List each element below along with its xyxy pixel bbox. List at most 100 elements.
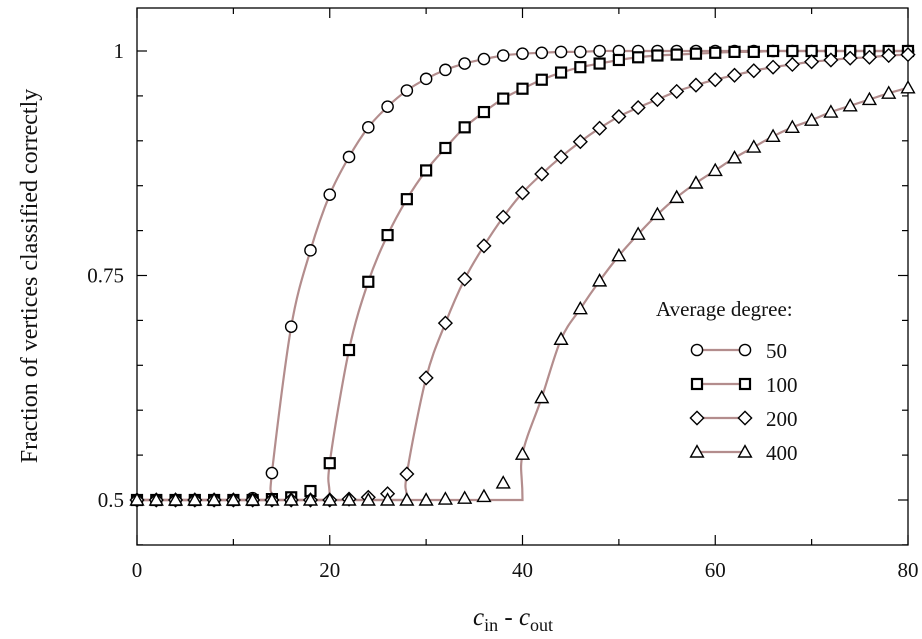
data-point-series-200 xyxy=(726,67,743,83)
data-point-series-200 xyxy=(534,166,550,182)
data-point-series-200 xyxy=(823,52,839,68)
data-point-series-200 xyxy=(688,77,704,93)
data-point-series-100 xyxy=(612,53,625,67)
data-point-series-50 xyxy=(400,84,414,97)
data-point-series-100 xyxy=(747,45,760,58)
data-point-series-100 xyxy=(477,105,491,119)
data-point-series-100 xyxy=(593,57,606,70)
curve-series-400 xyxy=(137,86,909,502)
data-point-series-400 xyxy=(148,492,164,506)
y-tick-label: 1 xyxy=(114,39,125,63)
data-point-series-200 xyxy=(649,91,666,108)
data-point-series-50 xyxy=(361,121,375,134)
tick-labels: 0 20 40 60 80 0.5 0.75 1 xyxy=(87,39,918,582)
data-point-series-400 xyxy=(572,300,588,315)
data-point-series-50 xyxy=(535,46,549,60)
data-point-series-400 xyxy=(746,139,762,153)
data-point-series-50 xyxy=(574,45,587,59)
data-point-series-400 xyxy=(784,119,800,134)
x-tick-label: 20 xyxy=(319,558,340,582)
data-point-series-200 xyxy=(784,56,800,73)
data-point-series-200 xyxy=(861,49,878,65)
legend-label-200: 200 xyxy=(766,407,798,431)
data-point-series-200 xyxy=(476,238,492,254)
data-point-series-100 xyxy=(632,51,645,64)
data-point-series-200 xyxy=(707,72,723,88)
data-point-series-100 xyxy=(439,141,452,155)
data-point-series-100 xyxy=(554,66,568,79)
data-point-series-400 xyxy=(264,492,280,506)
data-point-series-50 xyxy=(342,150,356,164)
legend-marker-200-right xyxy=(737,410,753,426)
data-point-series-400 xyxy=(649,206,666,221)
data-point-series-200 xyxy=(572,134,588,150)
data-point-series-200 xyxy=(842,50,858,66)
data-point-series-200 xyxy=(611,108,627,125)
data-point-series-50 xyxy=(516,47,529,60)
legend-marker-400-right xyxy=(737,444,753,458)
legend: Average degree: 50 100 200 400 xyxy=(656,297,798,465)
curve-series-200 xyxy=(137,53,909,502)
x-axis-title: cin - cout xyxy=(473,604,553,635)
x-axis-title-sub-in: in xyxy=(484,615,498,635)
data-point-series-50 xyxy=(439,63,452,77)
data-point-series-100 xyxy=(689,47,703,60)
data-point-series-100 xyxy=(574,61,587,74)
legend-marker-50-left xyxy=(690,343,704,357)
curve-series-100 xyxy=(137,49,908,502)
data-point-series-400 xyxy=(495,475,511,489)
data-point-series-100 xyxy=(516,82,529,95)
legend-items: 50 100 200 400 xyxy=(689,339,798,465)
data-point-series-50 xyxy=(284,320,298,333)
data-point-series-400 xyxy=(534,389,550,404)
data-point-series-50 xyxy=(477,52,491,66)
data-point-series-400 xyxy=(129,492,145,506)
data-point-series-400 xyxy=(245,492,261,506)
data-point-series-200 xyxy=(514,185,531,201)
data-point-series-400 xyxy=(900,79,916,94)
x-axis-title-main: c xyxy=(473,604,484,631)
data-point-series-200 xyxy=(630,99,646,116)
x-axis-title-sub-out: out xyxy=(530,615,553,635)
axis-ticks xyxy=(136,8,909,546)
data-point-series-200 xyxy=(881,47,897,64)
data-point-series-100 xyxy=(323,457,336,470)
data-point-series-200 xyxy=(592,120,608,136)
data-point-series-400 xyxy=(399,492,415,506)
data-point-series-400 xyxy=(553,331,569,345)
data-point-series-400 xyxy=(360,492,376,506)
data-point-series-200 xyxy=(399,466,415,482)
data-point-series-200 xyxy=(669,83,685,99)
data-point-series-400 xyxy=(283,492,299,506)
data-point-series-400 xyxy=(514,446,531,460)
data-point-series-400 xyxy=(842,97,858,112)
data-point-series-400 xyxy=(726,150,743,164)
data-point-series-200 xyxy=(746,63,762,79)
x-tick-label: 60 xyxy=(705,558,726,582)
legend-marker-100-right xyxy=(738,377,752,391)
data-point-series-400 xyxy=(707,162,723,177)
data-point-series-400 xyxy=(476,488,492,503)
y-tick-label: 0.75 xyxy=(87,264,124,288)
data-point-series-100 xyxy=(728,45,741,58)
data-point-series-100 xyxy=(497,92,510,105)
data-point-series-400 xyxy=(861,91,878,106)
y-axis-title: Fraction of vertices classified correctl… xyxy=(17,89,43,464)
data-point-series-400 xyxy=(457,490,473,504)
data-point-series-50 xyxy=(323,188,337,201)
curve-series-50 xyxy=(137,49,908,502)
data-point-series-100 xyxy=(362,275,375,288)
y-tick-label: 0.5 xyxy=(98,488,124,512)
data-point-series-200 xyxy=(765,59,781,75)
data-point-series-200 xyxy=(495,209,511,225)
data-point-series-50 xyxy=(265,466,279,480)
data-point-series-200 xyxy=(900,47,916,63)
data-point-series-100 xyxy=(786,44,799,58)
data-point-series-100 xyxy=(535,73,548,86)
data-point-series-100 xyxy=(400,193,413,206)
data-point-series-50 xyxy=(458,57,471,70)
data-point-series-200 xyxy=(804,54,820,70)
x-tick-label: 40 xyxy=(512,558,533,582)
data-point-series-100 xyxy=(381,228,394,242)
